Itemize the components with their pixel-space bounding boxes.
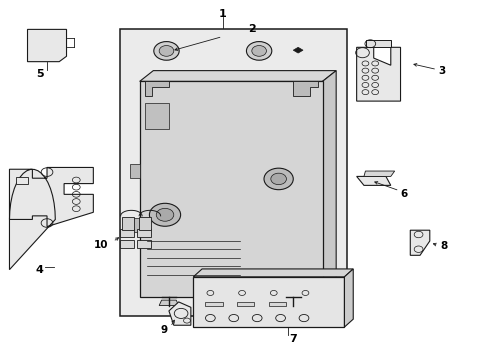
Circle shape	[246, 41, 271, 60]
Text: 6: 6	[400, 189, 407, 199]
Bar	[16, 177, 28, 184]
Text: 5: 5	[36, 69, 43, 79]
Polygon shape	[356, 47, 400, 101]
Circle shape	[149, 203, 180, 226]
Circle shape	[156, 208, 173, 221]
Polygon shape	[366, 40, 390, 47]
Circle shape	[159, 45, 173, 56]
Text: 8: 8	[440, 241, 447, 251]
Bar	[247, 78, 316, 246]
Polygon shape	[140, 71, 335, 81]
Polygon shape	[144, 81, 168, 96]
Bar	[120, 229, 134, 237]
Circle shape	[270, 173, 286, 185]
Text: 2: 2	[247, 24, 255, 35]
Bar	[237, 302, 254, 306]
Polygon shape	[130, 164, 140, 178]
Circle shape	[251, 45, 266, 56]
Polygon shape	[293, 81, 317, 96]
Polygon shape	[9, 167, 93, 270]
Polygon shape	[130, 218, 140, 232]
Text: 10: 10	[93, 239, 108, 249]
Bar	[139, 217, 151, 230]
Polygon shape	[193, 277, 344, 327]
Bar	[137, 240, 151, 248]
Polygon shape	[144, 103, 168, 129]
Text: 7: 7	[289, 333, 297, 343]
Text: 9: 9	[160, 325, 167, 335]
Bar	[137, 229, 151, 237]
Polygon shape	[409, 230, 429, 255]
Polygon shape	[356, 176, 390, 185]
Polygon shape	[283, 300, 303, 306]
Circle shape	[154, 41, 179, 60]
Bar	[147, 99, 242, 218]
Bar	[268, 302, 285, 306]
Polygon shape	[168, 302, 190, 325]
Polygon shape	[140, 81, 322, 297]
Text: 4: 4	[36, 265, 43, 275]
Polygon shape	[159, 300, 178, 306]
Text: 3: 3	[437, 66, 445, 76]
Polygon shape	[344, 269, 352, 327]
Text: 1: 1	[218, 9, 226, 19]
Bar	[144, 225, 242, 282]
Polygon shape	[193, 269, 352, 277]
Polygon shape	[363, 171, 394, 176]
Bar	[120, 30, 346, 316]
Polygon shape	[322, 71, 335, 297]
Polygon shape	[293, 47, 303, 53]
Bar	[120, 240, 134, 248]
Circle shape	[264, 168, 293, 190]
Bar	[122, 217, 134, 230]
Polygon shape	[27, 30, 66, 62]
Bar	[205, 302, 222, 306]
